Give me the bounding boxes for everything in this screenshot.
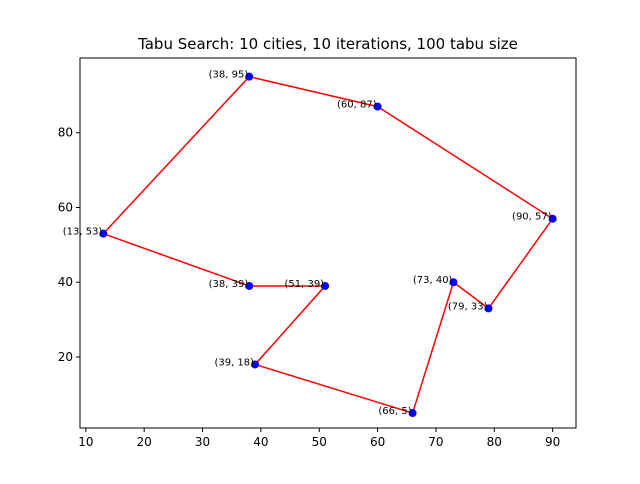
x-tick-label: 20 <box>137 435 152 449</box>
city-point <box>408 409 417 418</box>
x-tick-label: 80 <box>487 435 502 449</box>
x-tick-label: 50 <box>312 435 327 449</box>
x-tick-label: 60 <box>370 435 385 449</box>
city-label: (90, 57) <box>512 212 552 223</box>
x-tick-label: 40 <box>253 435 268 449</box>
city-label: (60, 87) <box>337 100 377 111</box>
city-label: (38, 95) <box>209 70 249 81</box>
city-point <box>484 304 493 313</box>
city-point <box>245 281 254 290</box>
route-segment <box>411 282 455 414</box>
city-label: (39, 18) <box>214 357 254 368</box>
city-label: (51, 39) <box>284 279 324 290</box>
y-tick-label: 40 <box>58 275 73 289</box>
chart-title: Tabu Search: 10 cities, 10 iterations, 1… <box>137 35 518 53</box>
x-tick-label: 90 <box>545 435 560 449</box>
y-axis: 20 40 60 80 <box>58 126 80 364</box>
city-point <box>449 278 458 287</box>
plot-frame <box>79 57 577 429</box>
city-label: (13, 53) <box>63 227 103 238</box>
city-label: (79, 33) <box>448 301 488 312</box>
y-tick-label: 60 <box>58 200 73 214</box>
point-layer <box>99 72 557 418</box>
city-label: (73, 40) <box>413 275 453 286</box>
x-tick-label: 70 <box>428 435 443 449</box>
x-axis: 10 20 30 40 50 60 70 80 90 <box>78 428 560 449</box>
city-point <box>99 229 108 238</box>
route-segment <box>487 218 554 309</box>
plot-area <box>80 58 576 428</box>
city-label: (38, 39) <box>209 279 249 290</box>
city-point <box>245 72 254 81</box>
city-point <box>251 360 260 369</box>
route-segment <box>254 363 413 414</box>
label-layer: (38, 95) (60, 87) (90, 57) (79, 33) (73, 40)… <box>63 70 552 417</box>
route-segment <box>102 76 250 235</box>
y-tick-label: 20 <box>58 350 73 364</box>
x-tick-label: 30 <box>195 435 210 449</box>
route-segment <box>254 285 326 365</box>
city-point <box>548 214 557 223</box>
x-tick-label: 10 <box>78 435 93 449</box>
y-tick-label: 80 <box>58 126 73 140</box>
city-label: (66, 5) <box>378 406 411 417</box>
route-layer <box>102 75 554 414</box>
route-segment <box>249 75 378 108</box>
city-point <box>321 281 330 290</box>
route-segment <box>377 105 554 220</box>
city-point <box>373 102 382 111</box>
route-segment <box>103 232 250 287</box>
route-segment <box>453 281 489 310</box>
